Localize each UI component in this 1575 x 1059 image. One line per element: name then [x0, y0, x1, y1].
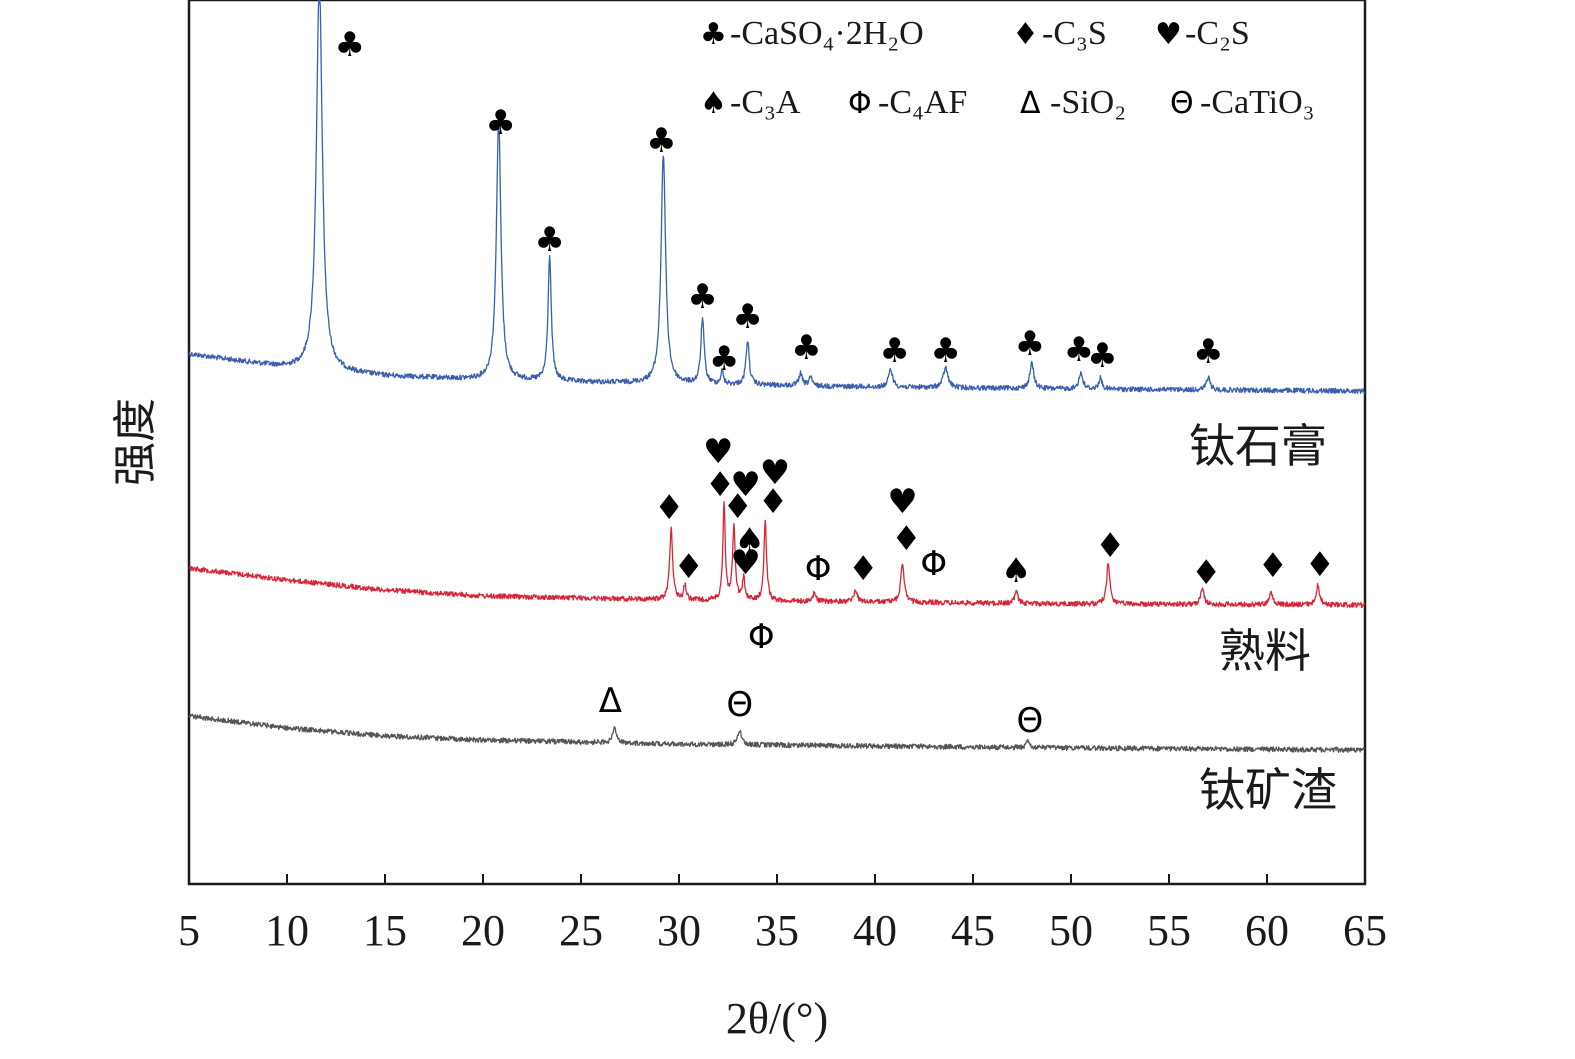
legend-symbol-3: ♥: [1155, 17, 1182, 52]
peak-marker-17: ♥: [730, 465, 760, 505]
peak-marker-9: ♣: [879, 331, 909, 371]
peak-marker-19: ♦: [758, 482, 788, 522]
legend: ♣ -CaSO₄·2H₂O ♦ -C₃S ♥ -C₂S ♠ -C₃A Φ -C₄AF Δ -SiO₂ Θ…: [700, 15, 1315, 121]
peak-marker-5: ♣: [687, 277, 717, 317]
x-tick-label-45: 45: [951, 906, 995, 955]
peak-marker-4: ♣: [646, 121, 676, 161]
peak-marker-22: ♠: [734, 521, 764, 561]
x-tick-label-15: 15: [363, 906, 407, 955]
peak-marker-30: ♠: [1001, 551, 1031, 591]
y-axis-title: 强度: [110, 398, 161, 486]
peak-marker-29: Φ: [920, 544, 947, 584]
peak-marker-1: ♣: [334, 25, 364, 65]
peak-marker-15: ♥: [703, 432, 733, 472]
legend-entry-3: -C₂S: [1185, 15, 1250, 52]
x-tick-label-40: 40: [853, 906, 897, 955]
peak-marker-13: ♣: [1087, 336, 1117, 376]
series-label-1: 钛石膏: [1189, 419, 1327, 473]
peak-marker-3: ♣: [534, 220, 564, 260]
x-tick-label-5: 5: [178, 906, 200, 955]
peak-marker-23: ♥: [730, 543, 760, 583]
x-tick-label-10: 10: [265, 906, 309, 955]
x-tick-label-55: 55: [1147, 906, 1191, 955]
legend-entry-4: -C₃A: [730, 84, 801, 121]
peak-marker-24: ♦: [674, 547, 704, 587]
x-tick-label-60: 60: [1245, 906, 1289, 955]
peak-marker-2: ♣: [485, 103, 515, 143]
legend-entry-1: -CaSO₄·2H₂O: [730, 15, 924, 52]
peak-marker-27: ♥: [887, 482, 917, 522]
series-label-3: 钛矿渣: [1199, 763, 1337, 817]
peak-marker-7: ♣: [709, 339, 739, 379]
peak-marker-8: ♣: [791, 328, 821, 368]
x-tick-label-50: 50: [1049, 906, 1093, 955]
peak-marker-31: ♦: [1095, 526, 1125, 566]
legend-symbol-5: Φ: [848, 86, 872, 121]
series-group: [188, 0, 1366, 753]
peak-marker-36: Δ: [599, 681, 622, 721]
peak-marker-20: ♦: [723, 487, 753, 527]
series-label-2: 熟料: [1219, 624, 1311, 678]
peak-marker-33: ♦: [1258, 546, 1288, 586]
x-axis: 5 10 15 20 25 30 35 40 45 50 55 60 65: [178, 874, 1387, 955]
legend-symbol-4: ♠: [700, 86, 727, 121]
legend-entry-2: -C₃S: [1042, 15, 1107, 52]
x-tick-label-65: 65: [1343, 906, 1387, 955]
peak-marker-32: ♦: [1191, 553, 1221, 593]
peak-marker-14: ♣: [1193, 332, 1223, 372]
series-line-2: [188, 501, 1366, 608]
x-tick-label-30: 30: [657, 906, 701, 955]
series-line-3: [188, 713, 1366, 753]
x-tick-label-20: 20: [461, 906, 505, 955]
x-tick-label-35: 35: [755, 906, 799, 955]
legend-symbol-7: Θ: [1170, 86, 1194, 121]
legend-entry-5: -C₄AF: [878, 84, 967, 121]
peak-marker-21: ♦: [654, 488, 684, 528]
legend-symbol-1: ♣: [700, 17, 727, 52]
legend-entry-6: -SiO₂: [1050, 84, 1126, 121]
legend-entry-7: -CaTiO₃: [1200, 84, 1315, 121]
peak-marker-34: ♦: [1305, 545, 1335, 585]
peak-marker-37: Θ: [726, 685, 753, 725]
peak-marker-25: Φ: [805, 549, 832, 589]
peak-marker-35: Φ: [748, 617, 775, 657]
peak-marker-10: ♣: [930, 331, 960, 371]
peak-marker-11: ♣: [1015, 324, 1045, 364]
legend-symbol-6: Δ: [1020, 86, 1041, 121]
peak-marker-12: ♣: [1064, 330, 1094, 370]
peak-markers: ♣♣♣♣♣ ♣♣ ♣ ♣ ♣ ♣ ♣♣ ♣♥♥♥♦ ♦♦♦♠♥♦ Φ ♦♥♦Φ ♠♦♦ ♦ ♦ΦΔ Θ Θ: [334, 25, 1335, 741]
series-line-1: [188, 0, 1366, 395]
peak-marker-26: ♦: [848, 549, 878, 589]
x-tick-label-25: 25: [559, 906, 603, 955]
legend-symbol-2: ♦: [1012, 17, 1039, 52]
peak-marker-28: ♦: [891, 519, 921, 559]
peak-marker-6: ♣: [732, 297, 762, 337]
x-axis-title: 2θ/(°): [726, 994, 828, 1043]
peak-marker-38: Θ: [1016, 701, 1043, 741]
peak-marker-16: ♥: [760, 453, 790, 493]
peak-marker-18: ♦: [705, 465, 735, 505]
